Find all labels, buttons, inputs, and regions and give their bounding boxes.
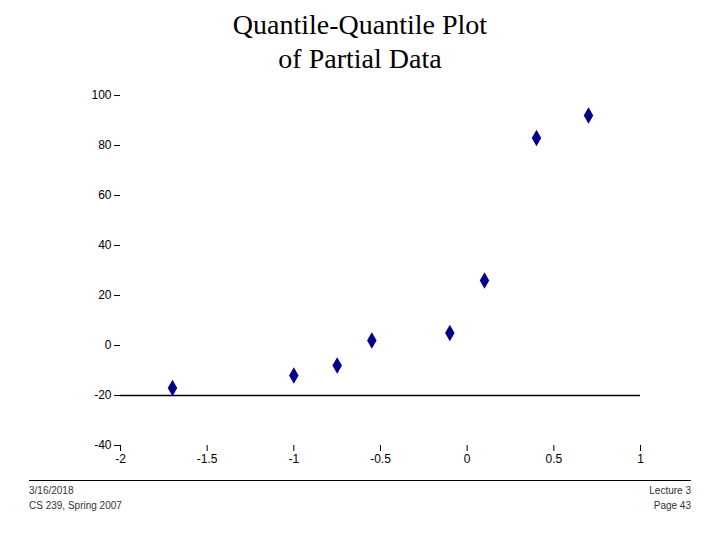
html-text:Lecture 3: Lecture 3	[649, 485, 691, 496]
html-text:Quantile-Quantile Plot of Part: Quantile-Quantile Plot of Partial Data	[232, 9, 488, 74]
svg-text:-2: -2	[115, 452, 126, 466]
svg-text:100: 100	[91, 88, 111, 102]
html-text:CS 239, Spring 2007: CS 239, Spring 2007	[29, 500, 122, 511]
svg-text:80: 80	[98, 138, 112, 152]
svg-text:-1: -1	[288, 452, 299, 466]
svg-text:40: 40	[98, 238, 112, 252]
svg-text:-20: -20	[94, 388, 112, 402]
svg-text:0: 0	[464, 452, 471, 466]
svg-text:20: 20	[98, 288, 112, 302]
svg-text:1: 1	[637, 452, 644, 466]
svg-text:0.5: 0.5	[545, 452, 562, 466]
svg-text:0: 0	[105, 338, 112, 352]
html-text:3/16/2018: 3/16/2018	[29, 485, 74, 496]
html-text:Page 43: Page 43	[653, 500, 691, 511]
svg-text:-40: -40	[94, 438, 112, 452]
svg-text:-1.5: -1.5	[197, 452, 218, 466]
svg-text:60: 60	[98, 188, 112, 202]
svg-text:-0.5: -0.5	[370, 452, 391, 466]
